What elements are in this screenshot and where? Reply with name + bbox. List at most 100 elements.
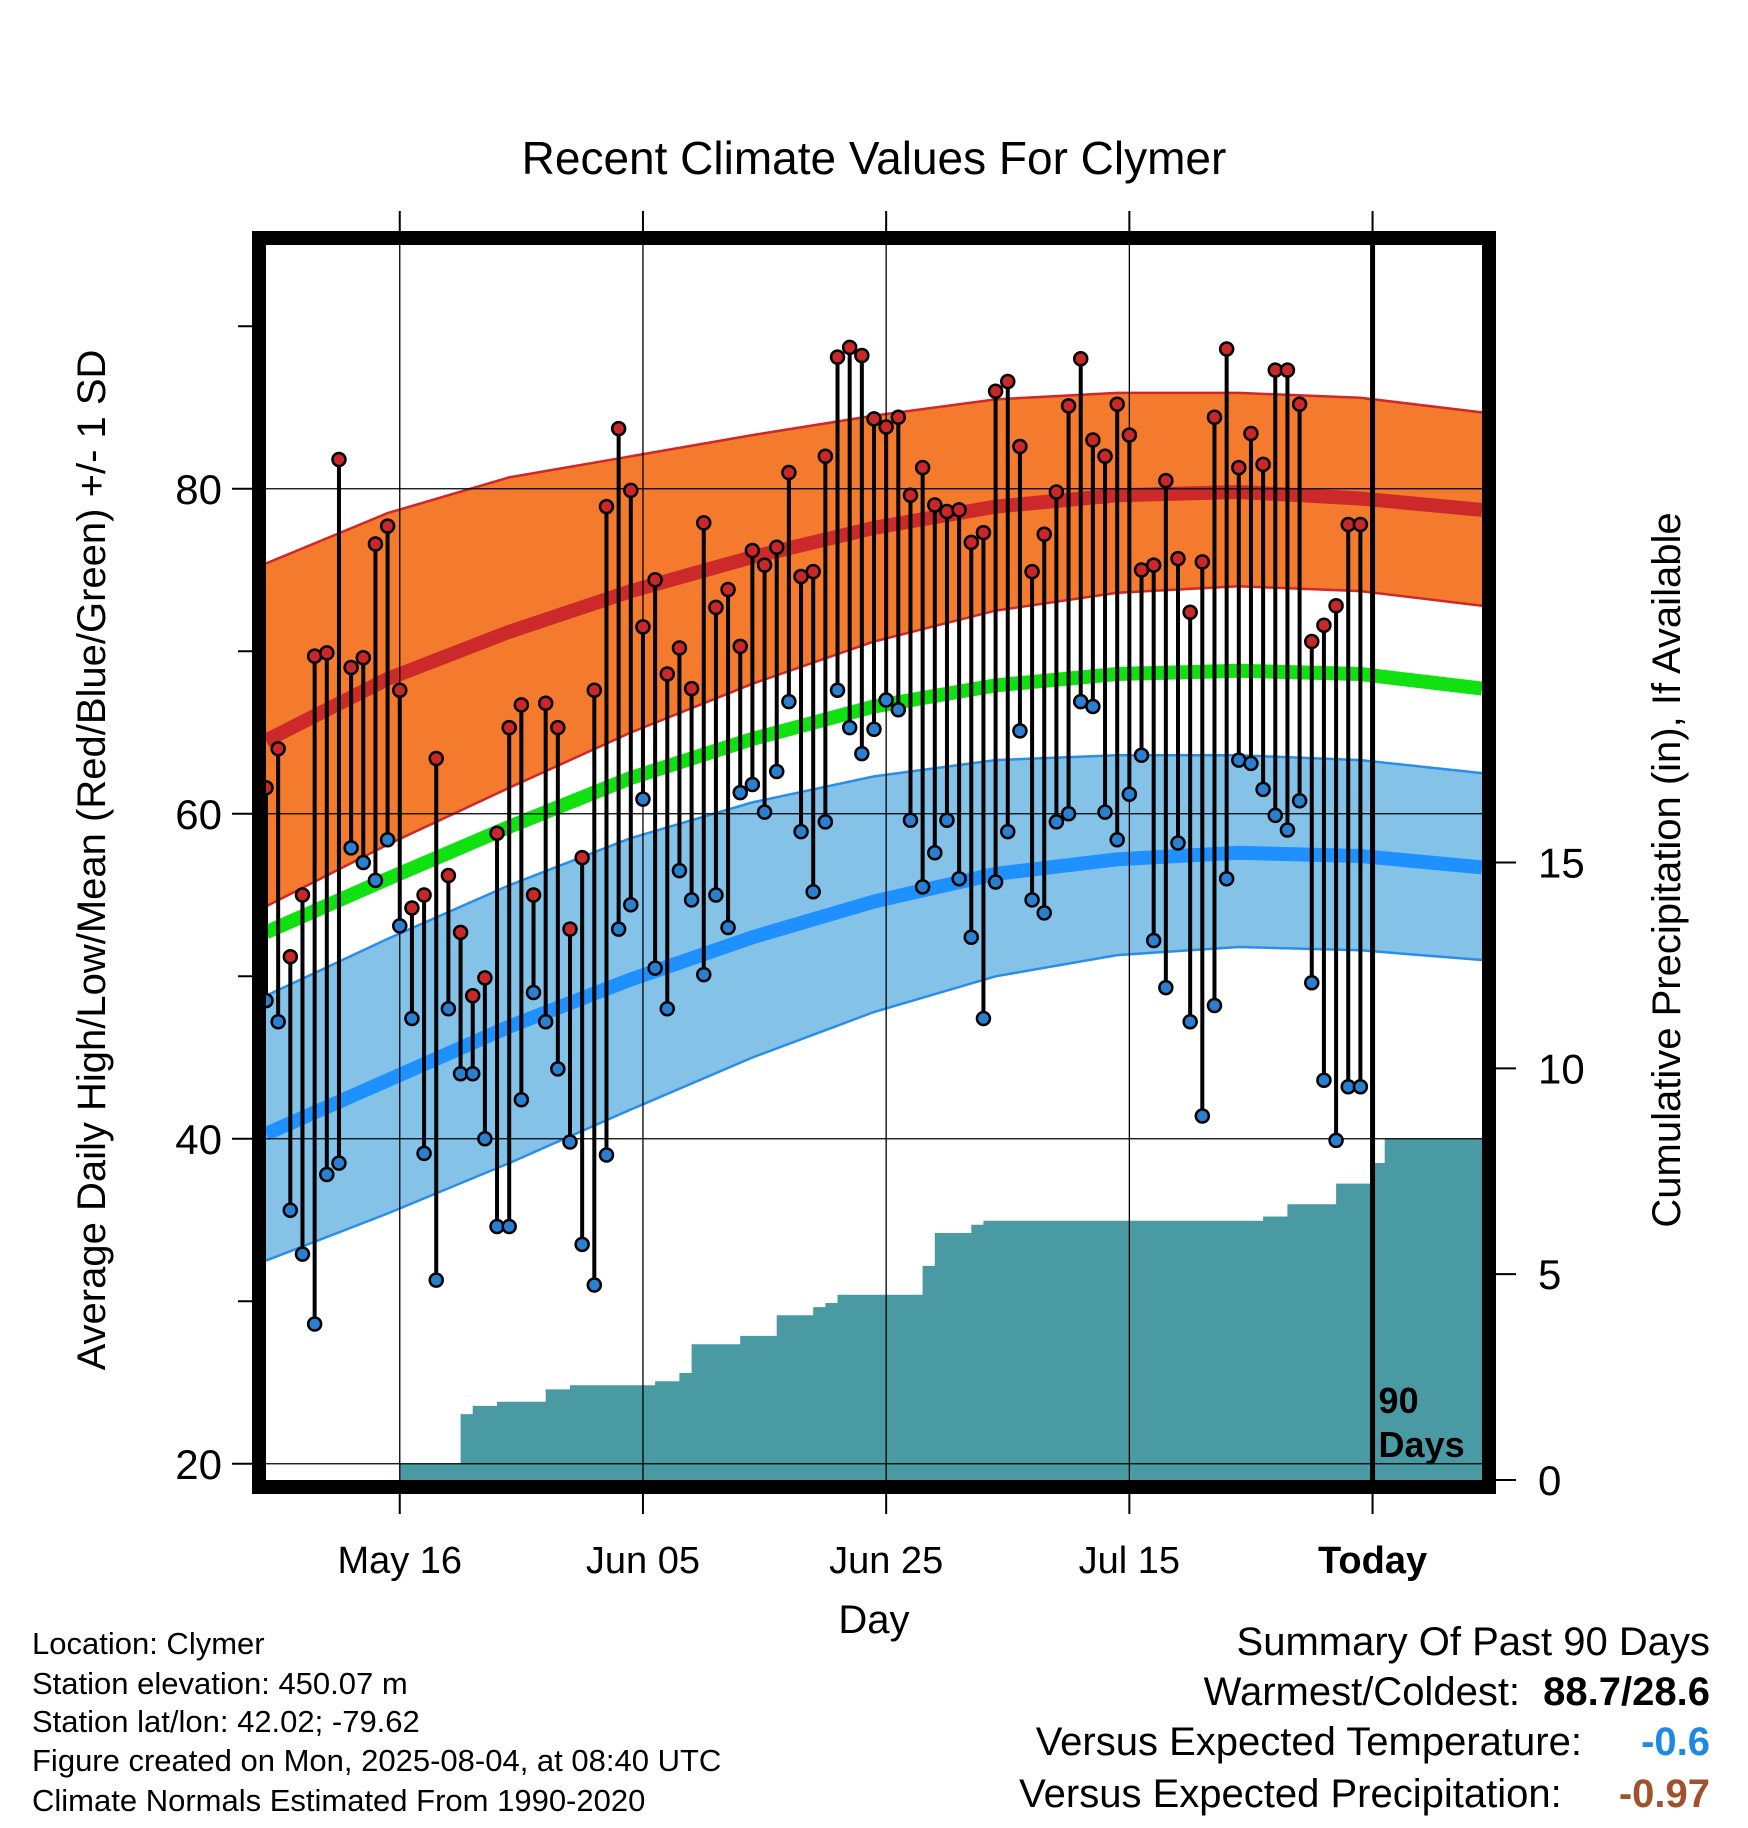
high-point [501,719,517,736]
high-point [1328,598,1344,614]
low-point [671,862,688,879]
low-point [1170,835,1186,851]
high-point [270,741,286,757]
high-point [1279,362,1296,378]
high-point [890,409,907,425]
high-point [452,924,469,941]
high-point [1352,516,1369,533]
low-point [331,1155,347,1171]
low-point [1048,814,1065,830]
low-point [343,840,359,856]
low-point [1085,698,1101,715]
low-point [817,814,834,830]
low-point [732,784,748,801]
low-point [975,1010,992,1027]
high-point [428,750,444,767]
y2-tick-label: 5 [1538,1251,1561,1298]
high-point [817,448,834,464]
high-point [379,518,396,534]
high-point [841,339,858,356]
location-text: Location: Clymer [32,1626,265,1661]
low-point [1182,1014,1198,1030]
low-point [720,919,736,936]
low-point [392,918,408,934]
low-point [501,1218,517,1235]
high-point [866,411,882,427]
high-point [1218,341,1235,357]
high-point [294,887,311,903]
low-point [1328,1132,1344,1149]
high-point [477,970,493,986]
low-point [756,804,773,820]
summary-title: Summary Of Past 90 Days [1236,1620,1710,1664]
low-point [987,874,1004,890]
low-point [890,702,907,718]
low-point [1206,997,1223,1014]
low-point [878,692,894,708]
high-point [266,780,274,796]
high-point [1158,472,1174,489]
y2-tick-label: 0 [1538,1457,1561,1504]
high-point [1316,617,1332,633]
low-point [1291,793,1308,809]
low-point [829,682,846,698]
low-point [902,812,919,828]
low-point [1036,905,1052,921]
low-point [963,929,980,945]
high-point [878,419,894,435]
low-point [428,1272,444,1288]
y-axis-label: Average Daily High/Low/Mean (Red/Blue/Gr… [70,350,114,1371]
high-point [683,680,700,697]
high-point [1121,427,1138,443]
warmest-label: Warmest/Coldest: [1203,1670,1521,1714]
low-point [914,879,931,895]
elevation-text: Station elevation: 450.07 m [32,1666,408,1701]
y-tick-label: 80 [175,466,222,513]
high-point [513,697,530,713]
low-point [683,892,700,908]
high-point [732,638,748,655]
y2-tick-label: 15 [1538,840,1585,887]
high-point [1012,438,1028,455]
high-point [744,542,761,559]
low-point [1352,1079,1369,1095]
low-point [586,1277,603,1293]
summary-warmest: Warmest/Coldest: 88.7/28.6 [1204,1670,1710,1715]
high-point [1170,550,1186,567]
chart-title: Recent Climate Values For Clymer [522,132,1227,184]
warmest-value: 88.7/28.6 [1543,1670,1710,1714]
low-point [951,871,967,887]
low-point [708,887,724,903]
high-point [623,482,639,499]
low-point [866,721,882,737]
high-point [282,949,299,965]
normal-low-line [266,845,1482,1141]
high-point [1182,604,1198,620]
low-point [1109,832,1125,848]
low-point [355,854,372,871]
high-point [805,563,821,580]
high-point [939,503,955,520]
low-point [659,1001,676,1017]
high-point [574,849,590,866]
low-point [1133,747,1150,763]
high-point [586,682,603,698]
low-point [306,1316,323,1332]
high-point [343,659,359,676]
low-point [367,872,384,889]
low-point [1304,975,1320,991]
low-point [266,992,274,1009]
high-point [331,451,347,468]
high-point [464,988,481,1004]
low-point [464,1066,481,1082]
high-point [902,487,919,503]
low-point [1121,786,1138,802]
low-point [1158,979,1174,996]
high-point [1048,484,1065,500]
summary-temperature: Versus Expected Temperature: -0.6 [1036,1720,1710,1765]
high-point [416,887,432,903]
high-point [355,650,372,666]
low-point [270,1014,286,1030]
low-point [477,1131,493,1147]
